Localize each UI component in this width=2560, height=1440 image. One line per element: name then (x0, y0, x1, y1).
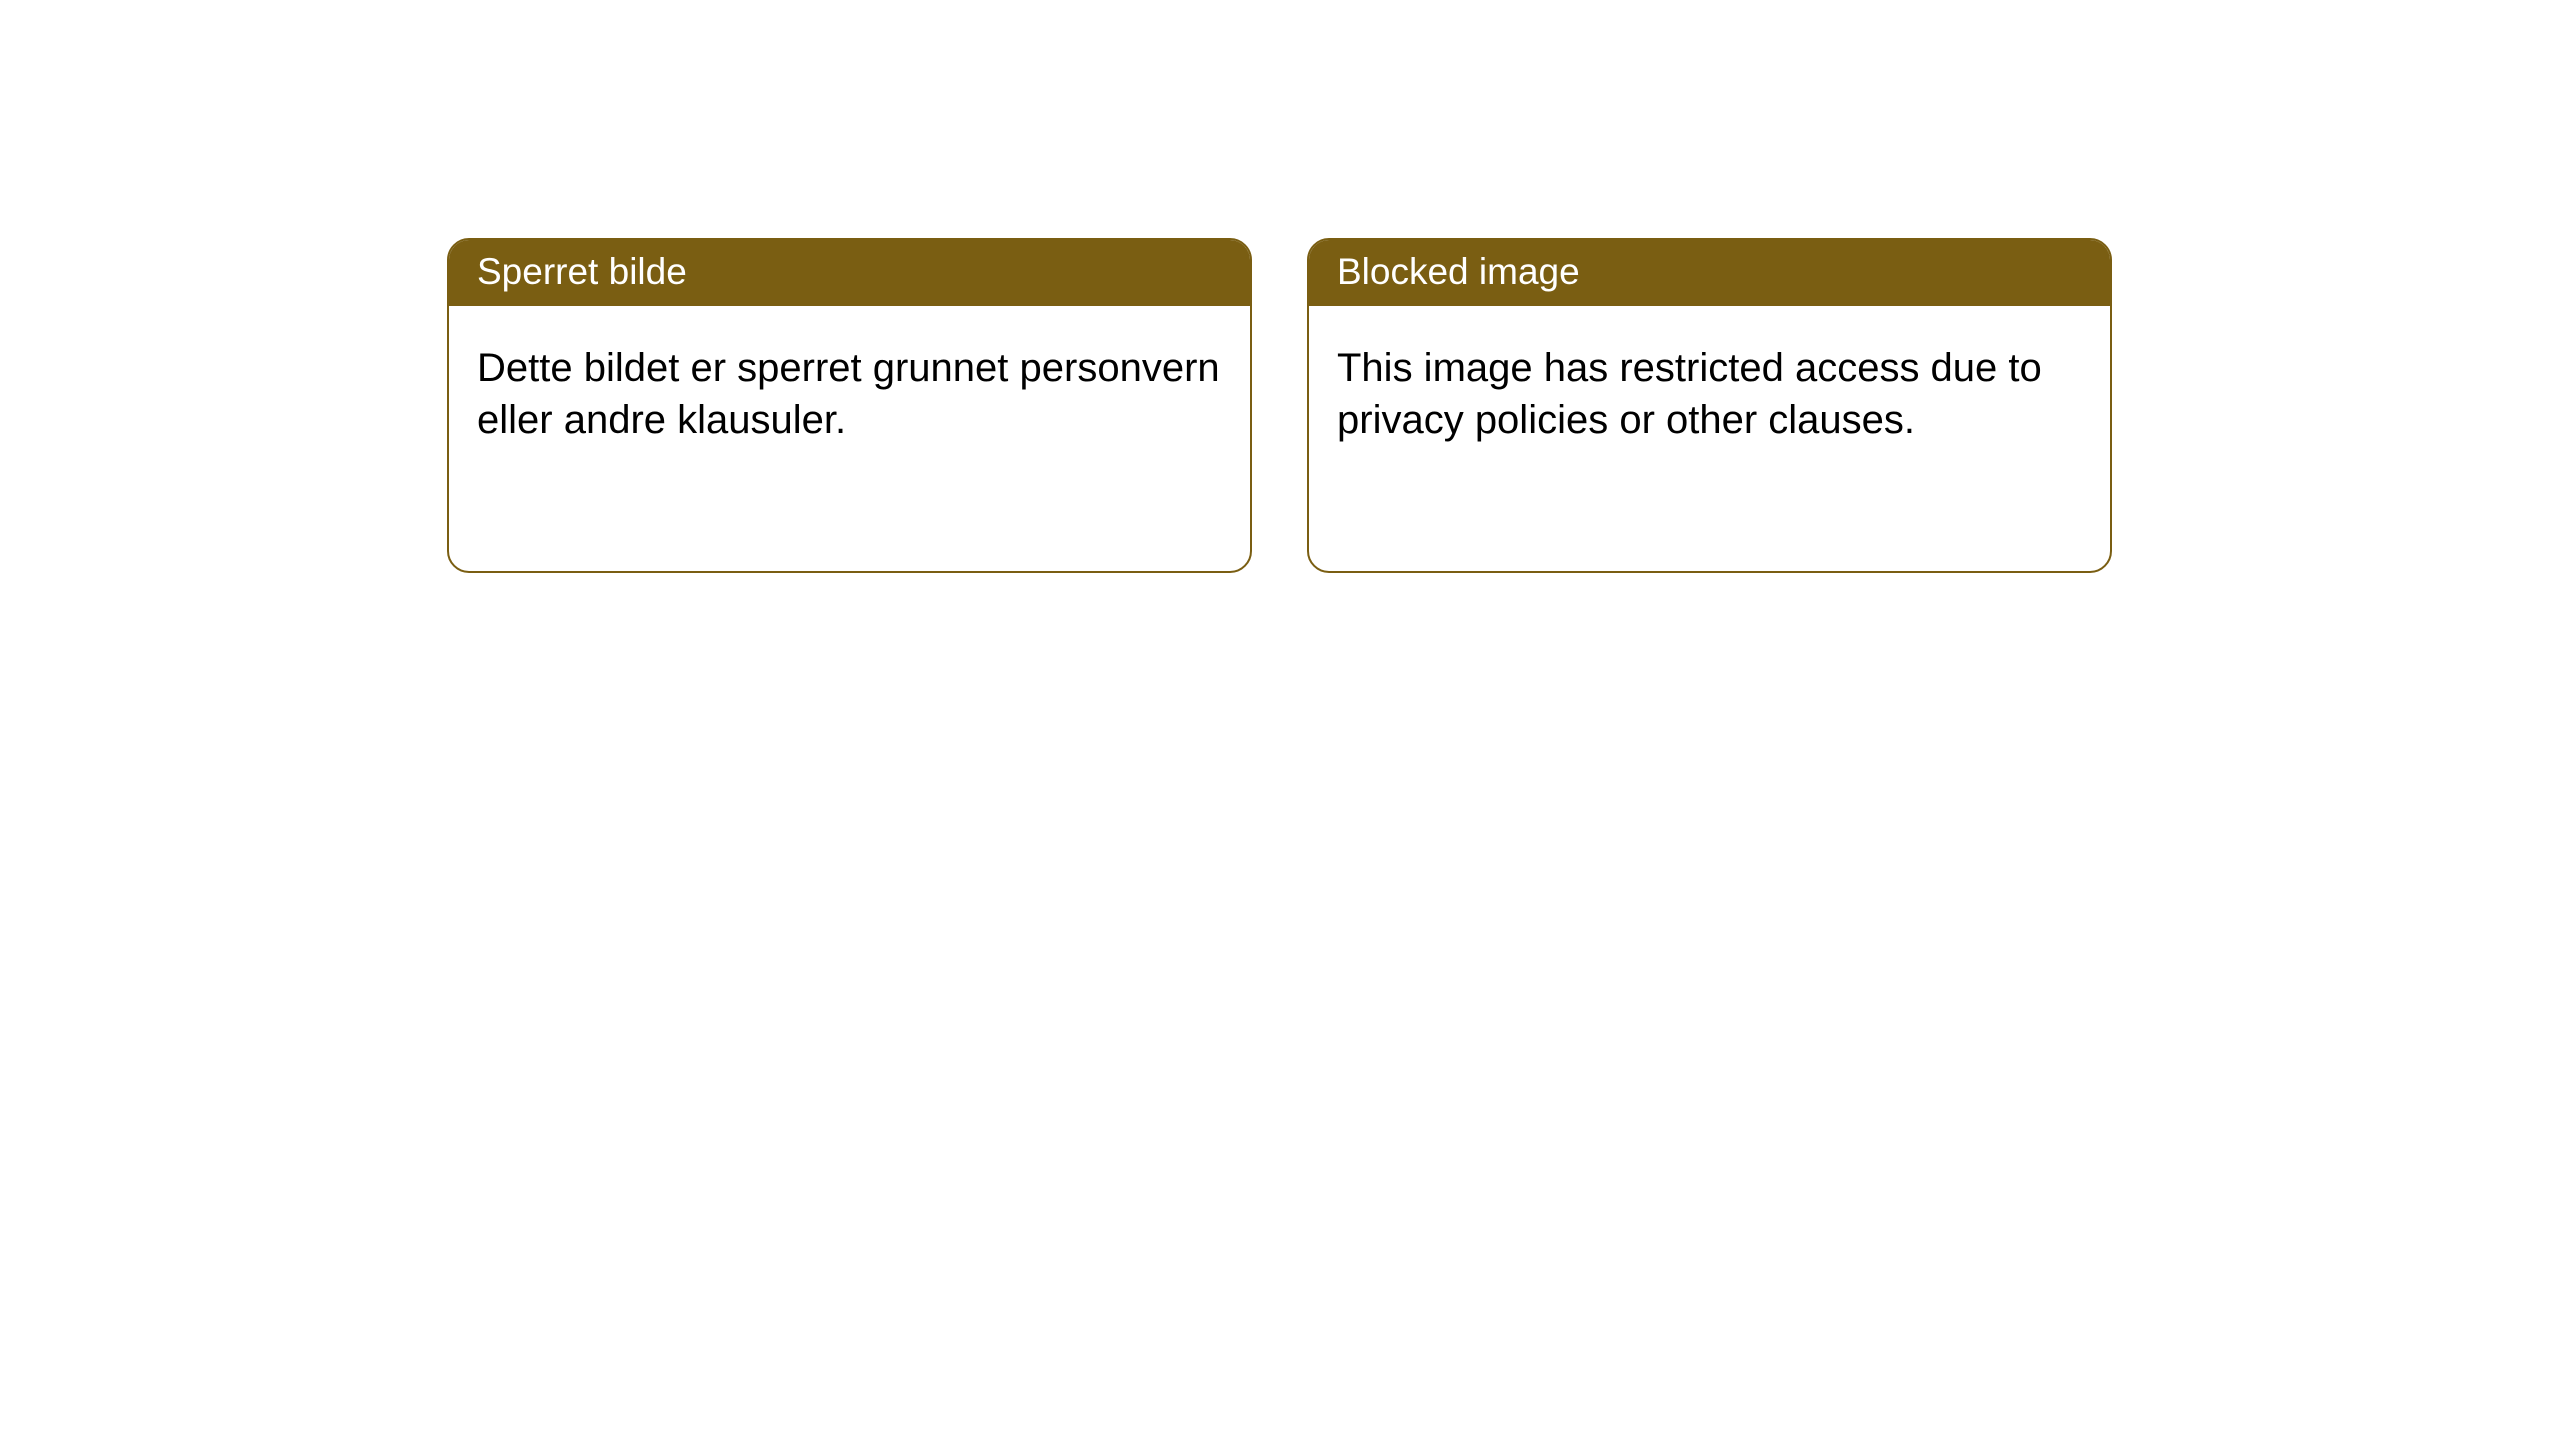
notice-card-norwegian: Sperret bilde Dette bildet er sperret gr… (447, 238, 1252, 573)
notice-body: This image has restricted access due to … (1309, 306, 2110, 474)
notice-message: Dette bildet er sperret grunnet personve… (477, 346, 1220, 442)
notice-body: Dette bildet er sperret grunnet personve… (449, 306, 1250, 474)
notice-title: Blocked image (1337, 251, 1580, 292)
notice-header: Sperret bilde (449, 240, 1250, 306)
notice-title: Sperret bilde (477, 251, 687, 292)
notice-container: Sperret bilde Dette bildet er sperret gr… (447, 238, 2112, 573)
notice-message: This image has restricted access due to … (1337, 346, 2042, 442)
notice-card-english: Blocked image This image has restricted … (1307, 238, 2112, 573)
notice-header: Blocked image (1309, 240, 2110, 306)
